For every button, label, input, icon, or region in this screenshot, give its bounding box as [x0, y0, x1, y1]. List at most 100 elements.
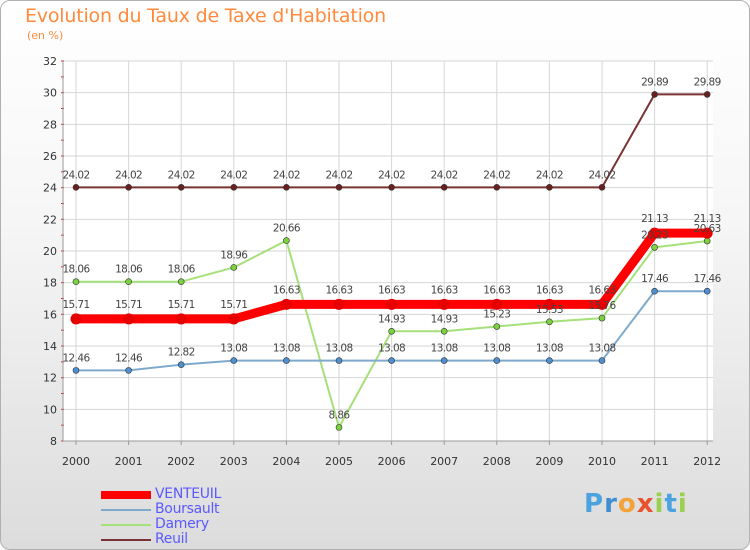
- point-boursault: [651, 287, 658, 295]
- point-venteuil: [333, 298, 345, 310]
- point-damery: [388, 327, 395, 335]
- x-tick-label: 2009: [535, 455, 563, 468]
- x-tick-label: 2003: [220, 455, 248, 468]
- legend-label-damery: Damery: [155, 516, 209, 532]
- data-label-venteuil: 16.63: [431, 284, 458, 296]
- data-label-damery: 20.63: [694, 223, 721, 235]
- data-label-boursault: 13.08: [378, 343, 405, 355]
- logo-letter: P: [584, 489, 605, 519]
- point-venteuil: [123, 313, 135, 325]
- data-label-reuil: 24.02: [273, 169, 300, 181]
- point-boursault: [388, 357, 395, 364]
- point-reuil: [703, 91, 711, 98]
- data-label-boursault: 12.82: [168, 347, 195, 359]
- point-reuil: [125, 184, 132, 191]
- x-tick-label: 2011: [641, 455, 669, 468]
- point-reuil: [493, 184, 501, 191]
- x-tick-label: 2006: [378, 455, 406, 468]
- data-label-reuil: 24.02: [536, 169, 563, 181]
- x-tick-label: 2000: [62, 455, 90, 468]
- data-label-venteuil: 16.63: [325, 284, 352, 296]
- data-label-reuil: 24.02: [325, 169, 352, 181]
- x-tick-label: 2010: [588, 455, 616, 468]
- data-label-reuil: 24.02: [483, 169, 510, 181]
- x-tick-label: 2004: [272, 455, 300, 468]
- grid: [63, 60, 713, 442]
- legend-swatch-reuil: [101, 539, 151, 541]
- legend-item-reuil: Reuil: [101, 531, 301, 548]
- data-label-damery: 15.76: [588, 300, 616, 312]
- data-label-venteuil: 16.63: [536, 284, 563, 296]
- data-label-reuil: 24.02: [62, 169, 89, 181]
- point-boursault: [546, 357, 553, 364]
- data-label-reuil: 24.02: [115, 169, 142, 181]
- point-reuil: [388, 184, 395, 191]
- data-label-damery: 14.93: [431, 313, 458, 325]
- legend-swatch-boursault: [101, 509, 151, 511]
- data-label-boursault: 13.08: [431, 343, 458, 355]
- data-label-damery: 15.53: [536, 304, 563, 316]
- point-venteuil: [701, 227, 713, 239]
- point-damery: [546, 318, 553, 326]
- y-tick-label: 32: [43, 55, 57, 68]
- data-label-boursault: 13.08: [588, 343, 615, 355]
- data-label-boursault: 12.46: [115, 352, 143, 364]
- y-tick-label: 8: [50, 435, 57, 448]
- point-boursault: [335, 357, 343, 364]
- point-damery: [125, 278, 132, 286]
- point-damery: [335, 424, 343, 431]
- data-label-venteuil: 15.71: [115, 299, 142, 311]
- point-reuil: [651, 91, 658, 98]
- point-reuil: [230, 184, 238, 191]
- logo-letter: i: [677, 489, 688, 519]
- y-axis-unit: (en %): [27, 29, 64, 42]
- point-damery: [440, 327, 448, 335]
- y-tick-label: 30: [43, 87, 57, 100]
- point-boursault: [177, 361, 185, 368]
- y-tick-label: 12: [43, 372, 57, 385]
- data-label-boursault: 13.08: [483, 343, 510, 355]
- x-tick-label: 2005: [325, 455, 353, 468]
- logo-letter: i: [654, 489, 665, 519]
- data-label-boursault: 12.46: [62, 352, 90, 364]
- data-label-reuil: 29.89: [694, 76, 721, 88]
- point-boursault: [598, 357, 606, 364]
- data-label-boursault: 13.08: [536, 343, 563, 355]
- point-venteuil: [386, 298, 398, 310]
- point-venteuil: [649, 227, 661, 239]
- logo-letter: r: [604, 489, 618, 519]
- data-label-venteuil: 15.71: [220, 299, 247, 311]
- x-tick-label: 2012: [693, 455, 721, 468]
- point-damery: [72, 278, 80, 286]
- point-damery: [703, 237, 711, 245]
- x-tick-label: 2007: [430, 455, 458, 468]
- point-venteuil: [175, 313, 187, 325]
- logo-letter: t: [664, 489, 678, 519]
- point-boursault: [493, 357, 501, 364]
- data-label-venteuil: 16.63: [378, 284, 405, 296]
- y-tick-label: 24: [43, 182, 57, 195]
- data-label-reuil: 24.02: [588, 169, 615, 181]
- chart-title: Evolution du Taux de Taxe d'Habitation: [25, 5, 386, 27]
- point-boursault: [230, 357, 238, 364]
- legend-item-damery: Damery: [101, 516, 301, 533]
- point-boursault: [283, 357, 290, 364]
- data-label-damery: 18.06: [115, 264, 143, 276]
- point-damery: [230, 264, 238, 271]
- data-label-damery: 8.86: [329, 409, 351, 421]
- data-label-damery: 15.23: [483, 309, 510, 321]
- data-label-venteuil: 15.71: [62, 299, 89, 311]
- y-tick-label: 18: [43, 277, 57, 290]
- point-reuil: [72, 184, 80, 191]
- x-tick-label: 2001: [115, 455, 143, 468]
- point-damery: [493, 323, 501, 330]
- point-reuil: [177, 184, 185, 191]
- point-damery: [651, 244, 658, 251]
- data-label-reuil: 24.02: [431, 169, 458, 181]
- axes: 8 10 12 14 16 18 20 22 24 26 28 30 32 2000 2001 2002 200…: [43, 55, 721, 468]
- data-label-boursault: 13.08: [273, 343, 300, 355]
- legend-swatch-damery: [101, 524, 151, 526]
- data-label-reuil: 24.02: [220, 169, 247, 181]
- data-label-venteuil: 16.63: [483, 284, 510, 296]
- data-label-boursault: 17.46: [641, 273, 669, 285]
